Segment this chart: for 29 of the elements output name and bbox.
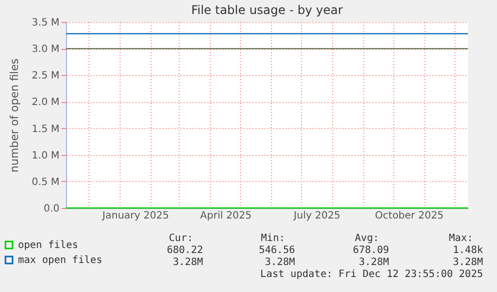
text: 1.48k xyxy=(452,245,483,256)
y-tick-label: 3.5 M xyxy=(32,18,60,28)
text: 3.28M xyxy=(264,257,295,268)
y-tick-label: 0.0 xyxy=(44,204,60,214)
text: Last update: Fri Dec 12 23:55:00 2025 xyxy=(260,269,483,280)
y-tick-label: 2.5 M xyxy=(32,70,60,82)
text: Max: xyxy=(448,233,473,244)
x-tick-label: January 2025 xyxy=(101,210,169,222)
text: 3.28M xyxy=(452,257,483,268)
text: 546.56 xyxy=(258,245,295,256)
legend-label: open files xyxy=(18,240,78,251)
text: Cur: xyxy=(168,233,193,244)
x-tick-label: October 2025 xyxy=(375,210,444,222)
y-axis-title: number of open files xyxy=(8,58,21,172)
x-tick-label: April 2025 xyxy=(200,210,252,222)
y-tick-label: 0.5 M xyxy=(32,176,60,188)
legend-label: max open files xyxy=(18,255,102,266)
y-tick-label: 1.0 M xyxy=(32,150,60,162)
y-tick-label: 1.5 M xyxy=(32,124,60,135)
y-tick-label: 3.0 M xyxy=(32,44,60,56)
text: Avg: xyxy=(354,233,379,244)
text: Min: xyxy=(260,233,285,244)
chart-title: File table usage - by year xyxy=(191,3,343,17)
y-tick-label: 2.0 M xyxy=(32,97,60,108)
text: 680.22 xyxy=(166,245,203,256)
text: 678.09 xyxy=(352,245,389,256)
text: 3.28M xyxy=(172,257,203,268)
text: 3.28M xyxy=(358,257,389,268)
x-tick-label: July 2025 xyxy=(292,210,340,222)
